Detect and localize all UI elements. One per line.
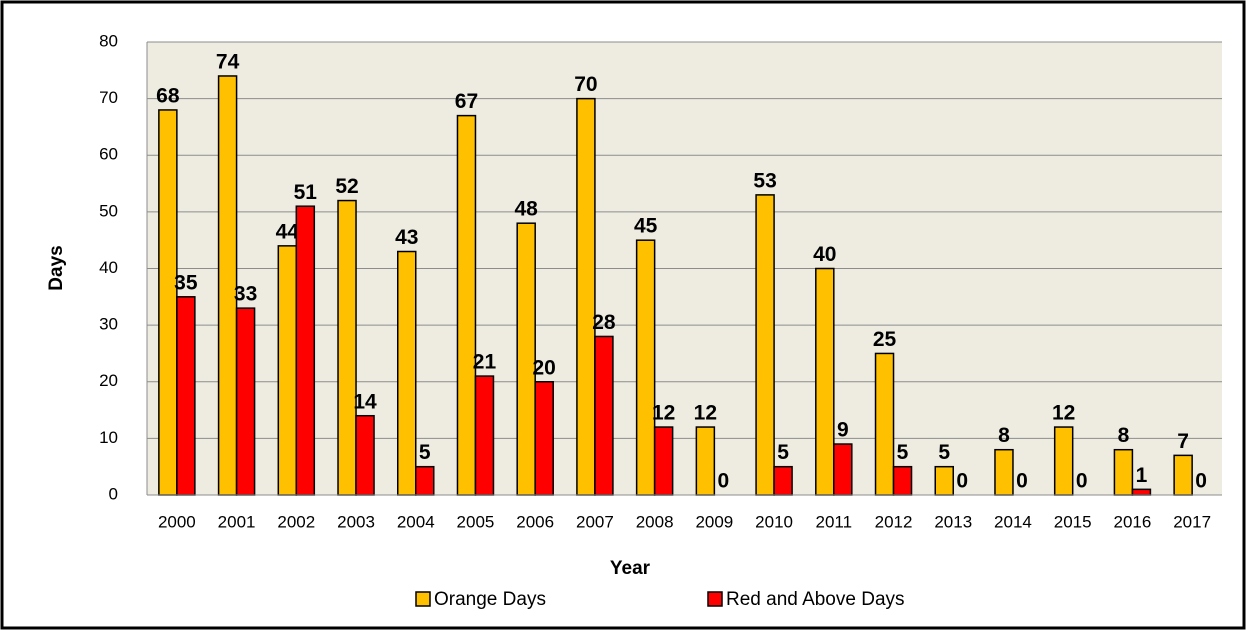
value-label: 52 xyxy=(335,175,358,198)
value-label: 14 xyxy=(353,390,377,413)
bar xyxy=(833,443,853,496)
y-tick-label: 60 xyxy=(99,145,118,164)
value-label: 25 xyxy=(873,328,897,351)
legend-label: Orange Days xyxy=(434,589,546,610)
y-tick-label: 0 xyxy=(109,484,118,503)
bar xyxy=(397,250,417,496)
value-label: 35 xyxy=(174,271,198,294)
bar xyxy=(1113,448,1134,496)
bar xyxy=(892,465,913,496)
bar xyxy=(994,448,1014,496)
bar xyxy=(295,205,316,496)
value-label: 33 xyxy=(234,283,257,306)
value-label: 0 xyxy=(1195,470,1207,493)
value-label: 43 xyxy=(395,226,418,249)
value-label: 44 xyxy=(276,220,300,243)
x-tick-label: 2002 xyxy=(277,512,315,531)
bar xyxy=(755,194,775,496)
value-label: 0 xyxy=(1076,470,1088,493)
value-label: 12 xyxy=(652,402,675,425)
value-label: 1 xyxy=(1136,464,1148,487)
value-label: 28 xyxy=(592,311,616,334)
bar xyxy=(158,109,178,496)
value-label: 48 xyxy=(515,198,539,221)
value-label: 53 xyxy=(753,169,776,192)
x-tick-label: 2011 xyxy=(816,512,853,531)
value-label: 68 xyxy=(156,84,180,107)
x-tick-label: 2012 xyxy=(875,512,913,531)
value-label: 74 xyxy=(216,51,240,74)
bar xyxy=(594,335,614,496)
bar xyxy=(1053,426,1074,496)
x-tick-label: 2000 xyxy=(158,512,196,531)
bar xyxy=(235,307,256,496)
value-label: 7 xyxy=(1177,430,1189,453)
value-label: 9 xyxy=(837,419,849,442)
x-tick-label: 2009 xyxy=(695,512,733,531)
value-label: 5 xyxy=(419,441,431,464)
bar xyxy=(773,465,793,496)
x-tick-label: 2015 xyxy=(1054,512,1092,531)
value-label: 0 xyxy=(956,470,968,493)
value-label: 0 xyxy=(718,470,730,493)
legend-swatch xyxy=(415,591,431,607)
legend-label: Red and Above Days xyxy=(726,589,905,610)
bar xyxy=(415,465,435,496)
bar xyxy=(874,352,895,496)
bar xyxy=(277,245,298,496)
value-label: 12 xyxy=(1052,402,1075,425)
value-label: 20 xyxy=(533,356,556,379)
value-label: 5 xyxy=(897,441,909,464)
bar xyxy=(534,381,554,496)
x-tick-label: 2013 xyxy=(934,512,972,531)
bar xyxy=(635,239,656,496)
value-label: 70 xyxy=(574,73,597,96)
x-tick-label: 2007 xyxy=(576,512,614,531)
bar xyxy=(1131,488,1152,496)
legend-swatch xyxy=(707,591,723,607)
value-label: 21 xyxy=(473,351,497,374)
bar xyxy=(934,465,954,496)
x-tick-label: 2017 xyxy=(1173,512,1211,531)
value-label: 0 xyxy=(1016,470,1028,493)
y-tick-label: 50 xyxy=(99,201,118,220)
bar xyxy=(474,375,495,496)
bar xyxy=(337,199,357,496)
x-tick-label: 2005 xyxy=(457,512,495,531)
value-label: 8 xyxy=(1118,424,1130,447)
value-label: 67 xyxy=(455,90,478,113)
value-label: 45 xyxy=(634,215,658,238)
x-tick-label: 2008 xyxy=(636,512,674,531)
y-tick-label: 30 xyxy=(99,315,118,334)
bar xyxy=(355,414,375,496)
x-tick-label: 2003 xyxy=(337,512,375,531)
bar xyxy=(576,97,596,496)
x-tick-label: 2010 xyxy=(755,512,793,531)
bar xyxy=(653,426,674,496)
bar xyxy=(695,426,716,496)
x-tick-label: 2006 xyxy=(516,512,554,531)
value-label: 12 xyxy=(694,402,717,425)
value-label: 40 xyxy=(813,243,836,266)
y-tick-label: 10 xyxy=(99,428,118,447)
bar xyxy=(1173,454,1193,496)
y-tick-label: 40 xyxy=(99,258,118,277)
y-axis-title: Days xyxy=(46,245,67,290)
y-tick-label: 70 xyxy=(99,88,118,107)
value-label: 5 xyxy=(777,441,789,464)
x-tick-label: 2016 xyxy=(1114,512,1152,531)
value-label: 8 xyxy=(998,424,1010,447)
bar xyxy=(815,267,835,496)
bar xyxy=(176,296,196,496)
y-tick-label: 20 xyxy=(99,371,118,390)
x-tick-label: 2004 xyxy=(397,512,435,531)
x-tick-label: 2014 xyxy=(994,512,1032,531)
y-tick-label: 80 xyxy=(99,31,118,50)
value-label: 5 xyxy=(938,441,950,464)
value-label: 51 xyxy=(294,181,318,204)
x-axis-title: Year xyxy=(610,558,651,579)
x-tick-label: 2001 xyxy=(218,512,256,531)
bar xyxy=(456,114,477,496)
